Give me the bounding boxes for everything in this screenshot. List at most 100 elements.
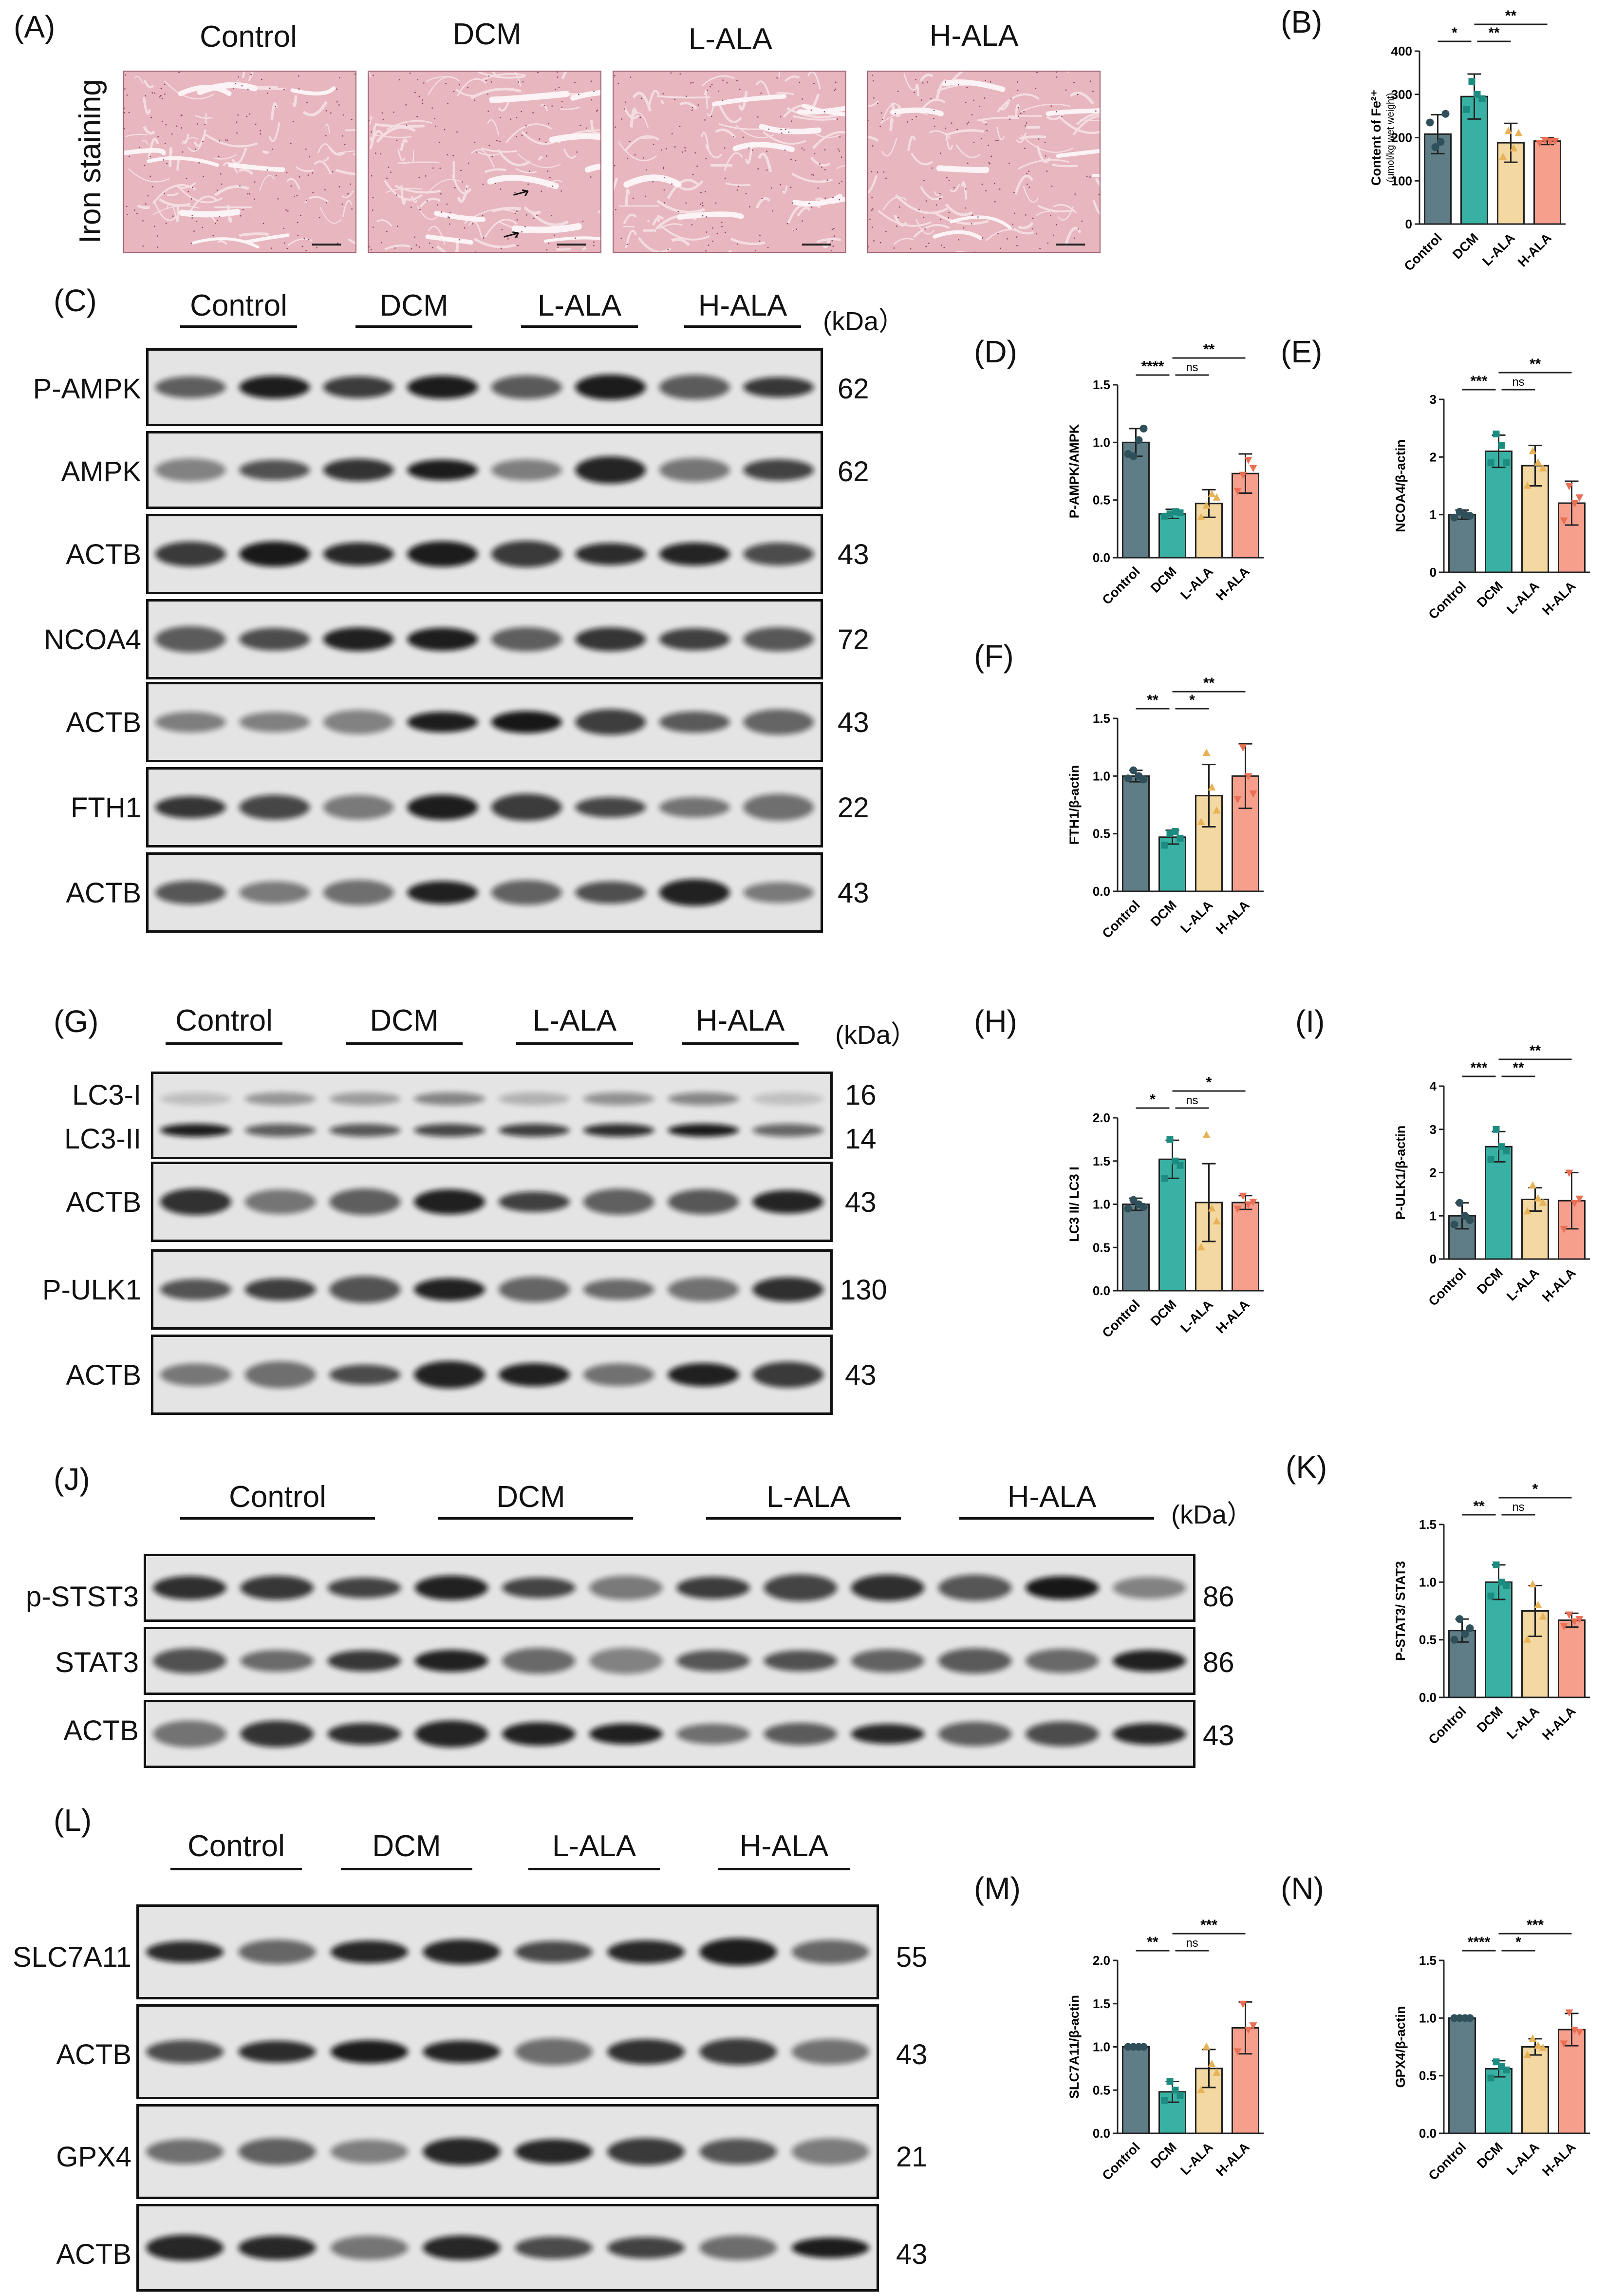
- nucleus-dot: [766, 169, 768, 171]
- blot-band: [515, 2237, 593, 2259]
- data-point: [1213, 493, 1221, 501]
- bar-h-ala: [1558, 1619, 1586, 1698]
- nucleus-dot: [707, 90, 709, 91]
- data-point: [1197, 2086, 1205, 2093]
- nucleus-dot: [679, 73, 681, 75]
- blot-band: [491, 793, 562, 821]
- fiber-line: [125, 133, 148, 137]
- fiber-line: [625, 188, 630, 207]
- blot-band: [323, 458, 394, 482]
- blot-j-underline: [438, 1517, 633, 1520]
- fiber-line: [400, 185, 406, 205]
- nucleus-dot: [128, 112, 130, 113]
- blot-band: [414, 1189, 486, 1215]
- nucleus-dot: [325, 135, 327, 136]
- fiber-line: [374, 134, 412, 138]
- x-tick-label: DCM: [1450, 230, 1481, 262]
- data-point: [1166, 2078, 1174, 2085]
- nucleus-dot: [521, 231, 523, 233]
- nucleus-dot: [977, 216, 979, 218]
- fiber-line: [1072, 115, 1100, 136]
- data-point: [1575, 1195, 1584, 1203]
- data-point: [1565, 1611, 1573, 1619]
- panel-label-f: (F): [974, 639, 1014, 674]
- x-tick-label: DCM: [1474, 1265, 1506, 1297]
- blot-band: [659, 711, 730, 733]
- fiber-line: [658, 223, 683, 230]
- nucleus-dot: [671, 133, 673, 134]
- data-point: [1560, 517, 1568, 525]
- chart-b: Control DCM L-ALA H-ALA 0 100 200 300 400 Content…: [1359, 8, 1575, 319]
- nucleus-dot: [416, 116, 418, 117]
- blot-band: [239, 460, 310, 480]
- blot-bands: [146, 2235, 869, 2261]
- blot-c-underline: [355, 325, 472, 328]
- nucleus-dot: [971, 223, 972, 225]
- nucleus-dot: [1036, 233, 1038, 235]
- blot-band: [414, 1720, 488, 1748]
- nucleus-dot: [1016, 236, 1018, 238]
- nucleus-dot: [999, 247, 1001, 249]
- nucleus-dot: [446, 203, 448, 205]
- fiber-line: [1026, 126, 1040, 129]
- y-tick-label: 0: [1405, 217, 1412, 231]
- nucleus-dot: [625, 101, 627, 103]
- fiber-line: [822, 239, 831, 248]
- nucleus-dot: [482, 183, 484, 185]
- blot-band: [238, 2138, 316, 2165]
- fiber-line: [347, 238, 355, 245]
- y-axis-label: P-ULK1/β-actin: [1393, 1126, 1408, 1220]
- blot-band: [583, 1092, 654, 1106]
- fiber-line: [417, 205, 439, 220]
- nucleus-dot: [236, 132, 238, 134]
- fiber-line: [868, 175, 878, 194]
- tissue-gap: [549, 133, 600, 143]
- nucleus-dot: [330, 112, 332, 114]
- nucleus-dot: [381, 112, 383, 114]
- significance-label: **: [1203, 675, 1215, 691]
- blot-j-p-stat3: [144, 1554, 1195, 1622]
- nucleus-dot: [945, 81, 946, 83]
- fiber-line: [755, 80, 770, 96]
- fiber-line: [648, 90, 660, 107]
- nucleus-dot: [575, 237, 576, 239]
- nucleus-dot: [761, 197, 763, 199]
- fiber-line: [1016, 132, 1027, 143]
- nucleus-dot: [396, 194, 397, 196]
- blot-band: [327, 1723, 401, 1745]
- nucleus-dot: [145, 95, 147, 96]
- nucleus-dot: [550, 215, 552, 216]
- nucleus-dot: [871, 170, 873, 172]
- nucleus-dot: [164, 143, 166, 145]
- blot-band: [491, 880, 562, 905]
- nucleus-dot: [717, 90, 719, 92]
- nucleus-dot: [496, 140, 498, 142]
- data-point: [1493, 431, 1500, 437]
- fiber-line: [428, 76, 460, 95]
- fiber-line: [667, 179, 699, 199]
- nucleus-dot: [521, 111, 523, 113]
- iron-staining-label: Iron staining: [74, 79, 107, 244]
- tissue-gap: [936, 165, 990, 173]
- y-tick-label: 2: [1430, 1166, 1437, 1180]
- nucleus-dot: [808, 203, 810, 205]
- nucleus-dot: [386, 177, 388, 179]
- tissue-gap: [792, 194, 843, 207]
- fiber-line: [757, 152, 772, 172]
- y-tick-label: 3: [1430, 1122, 1437, 1137]
- x-tick-label: Control: [1100, 898, 1143, 941]
- blot-g-underline: [346, 1042, 463, 1045]
- nucleus-dot: [967, 162, 969, 164]
- data-point: [1466, 1216, 1474, 1224]
- blot-g-mw: 14: [845, 1123, 877, 1155]
- y-tick-label: 1.5: [1419, 1517, 1437, 1532]
- data-point: [1456, 2014, 1464, 2022]
- tissue-gap: [124, 148, 166, 155]
- y-tick-label: 0: [1430, 565, 1437, 580]
- panel-label-d: (D): [974, 334, 1017, 369]
- blot-g-p-ulk1: [151, 1249, 833, 1330]
- blot-c-underline: [684, 325, 801, 328]
- nucleus-dot: [332, 171, 334, 172]
- nucleus-dot: [821, 166, 822, 168]
- nucleus-dot: [915, 116, 917, 117]
